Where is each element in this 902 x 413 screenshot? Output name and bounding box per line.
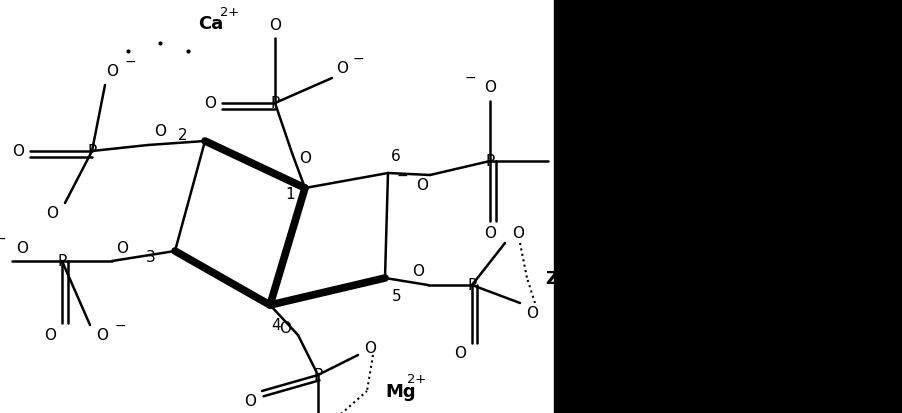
Text: O: O — [16, 241, 28, 256]
Text: O: O — [279, 321, 290, 336]
Text: P: P — [467, 278, 476, 293]
Text: O: O — [299, 151, 310, 166]
Text: 3: 3 — [146, 250, 156, 265]
Text: O: O — [526, 306, 538, 321]
Text: Zn: Zn — [545, 269, 570, 287]
Text: O: O — [364, 341, 375, 356]
Text: P: P — [270, 96, 280, 111]
Text: O: O — [416, 178, 428, 193]
Text: O: O — [483, 80, 495, 95]
Text: 5: 5 — [391, 289, 401, 304]
Text: O: O — [204, 96, 216, 111]
Text: −: − — [464, 71, 475, 85]
Text: P: P — [313, 368, 322, 382]
Text: P: P — [485, 154, 494, 169]
Text: O: O — [44, 328, 56, 343]
Text: O: O — [154, 124, 166, 139]
Text: O: O — [411, 264, 424, 279]
Text: O: O — [554, 154, 566, 169]
Text: O: O — [106, 64, 118, 79]
Text: Ca: Ca — [198, 15, 223, 33]
Text: O: O — [454, 346, 465, 361]
Text: O: O — [96, 328, 108, 343]
Text: O: O — [269, 19, 281, 33]
Text: Mg: Mg — [384, 382, 415, 400]
Text: −: − — [124, 55, 135, 69]
Text: P: P — [87, 144, 97, 159]
Text: 2+: 2+ — [407, 373, 426, 386]
Text: O: O — [115, 241, 128, 256]
Text: −: − — [352, 52, 364, 66]
Bar — [554, 0, 902, 413]
Text: O: O — [12, 144, 24, 159]
Text: O: O — [336, 62, 347, 76]
Text: 2: 2 — [178, 128, 188, 143]
Text: P: P — [58, 254, 67, 269]
Text: 6: 6 — [391, 149, 400, 164]
Text: −: − — [114, 318, 125, 332]
Text: O: O — [483, 226, 495, 241]
Text: 4: 4 — [271, 318, 281, 333]
Text: 2+: 2+ — [220, 5, 239, 19]
Text: 2+: 2+ — [566, 260, 585, 273]
Text: O: O — [46, 206, 58, 221]
Text: O: O — [244, 394, 255, 408]
Text: −: − — [0, 231, 5, 245]
Text: 1: 1 — [285, 187, 294, 202]
Text: O: O — [511, 226, 523, 241]
Text: −: − — [396, 169, 408, 183]
